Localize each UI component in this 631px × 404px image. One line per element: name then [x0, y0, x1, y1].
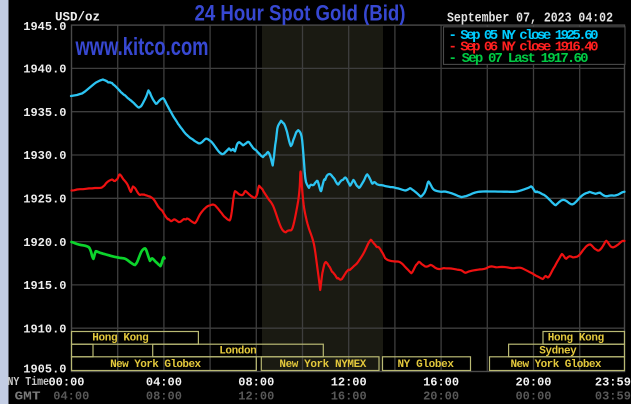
- svg-text:24 Hour Spot Gold (Bid): 24 Hour Spot Gold (Bid): [195, 0, 406, 25]
- svg-text:NY Globex: NY Globex: [397, 359, 454, 371]
- svg-text:12:00: 12:00: [331, 376, 367, 390]
- svg-text:00:00: 00:00: [515, 390, 551, 404]
- svg-text:04:00: 04:00: [53, 390, 89, 404]
- svg-text:23:59: 23:59: [595, 376, 631, 390]
- svg-text:1905.0: 1905.0: [23, 362, 66, 376]
- svg-text:1935.0: 1935.0: [23, 106, 66, 120]
- svg-text:1915.0: 1915.0: [23, 279, 66, 293]
- svg-text:1940.0: 1940.0: [23, 63, 66, 77]
- svg-text:16:00: 16:00: [331, 390, 367, 404]
- svg-text:New York Globex: New York Globex: [511, 359, 602, 371]
- svg-text:Hong Kong: Hong Kong: [548, 332, 605, 344]
- svg-text:1920.0: 1920.0: [23, 236, 66, 250]
- svg-text:Sydney: Sydney: [539, 345, 577, 357]
- svg-text:1930.0: 1930.0: [23, 149, 66, 163]
- svg-text:08:00: 08:00: [146, 390, 182, 404]
- svg-text:1945.0: 1945.0: [23, 20, 66, 34]
- svg-text:New York Globex: New York Globex: [110, 359, 201, 371]
- svg-text:NY Time: NY Time: [8, 375, 50, 389]
- svg-text:04:00: 04:00: [146, 376, 182, 390]
- svg-text:www.kitco.com: www.kitco.com: [75, 33, 209, 61]
- svg-text:- Sep 06 NY close 1916.40: - Sep 06 NY close 1916.40: [449, 39, 599, 55]
- svg-text:GMT: GMT: [15, 390, 41, 404]
- svg-text:00:00: 00:00: [48, 376, 84, 390]
- svg-text:September 07, 2023 04:02: September 07, 2023 04:02: [447, 10, 613, 26]
- svg-text:20:00: 20:00: [423, 390, 459, 404]
- svg-text:- Sep 07 Last 1917.60: - Sep 07 Last 1917.60: [449, 51, 589, 67]
- svg-text:03:59: 03:59: [595, 390, 631, 404]
- svg-text:1910.0: 1910.0: [23, 322, 66, 336]
- svg-text:1925.0: 1925.0: [23, 193, 66, 207]
- svg-text:- Sep 05 NY close 1925.60: - Sep 05 NY close 1925.60: [449, 28, 599, 44]
- svg-text:20:00: 20:00: [515, 376, 551, 390]
- svg-text:London: London: [219, 345, 257, 357]
- svg-text:New York NYMEX: New York NYMEX: [279, 359, 366, 371]
- svg-text:16:00: 16:00: [423, 376, 459, 390]
- svg-text:12:00: 12:00: [238, 390, 274, 404]
- svg-text:USD/oz: USD/oz: [55, 11, 100, 25]
- svg-text:Hong Kong: Hong Kong: [92, 332, 149, 344]
- svg-text:08:00: 08:00: [238, 376, 274, 390]
